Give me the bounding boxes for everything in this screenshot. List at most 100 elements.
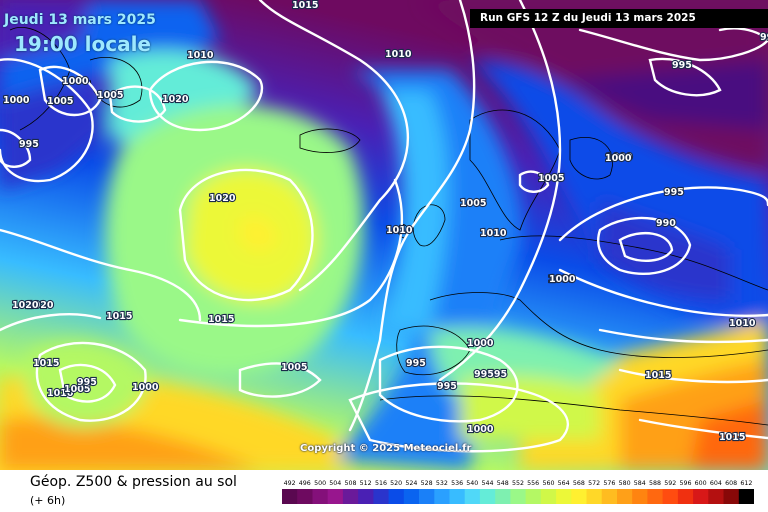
legend-color-swatch (540, 489, 557, 504)
isobar-label: 995 (664, 187, 684, 198)
isobar-label: 1015 (292, 0, 318, 11)
legend-color-swatch (677, 489, 694, 504)
isobar-label: 1000 (467, 424, 494, 435)
isobar-label: 1020 (209, 193, 236, 204)
isobar-label: 995 (19, 139, 39, 150)
legend-value-label: 568 (573, 480, 585, 487)
legend-value-label: 612 (740, 480, 752, 487)
isobar-label: 995 (672, 60, 692, 71)
legend-value-label: 608 (725, 480, 737, 487)
isobar-label: 995 (437, 381, 457, 392)
legend-color-swatch (358, 489, 374, 504)
legend-color-swatch (464, 489, 481, 504)
legend-color-swatch (419, 489, 435, 504)
legend-value-label: 508 (344, 480, 356, 487)
legend-color-swatch (693, 489, 709, 504)
isobar-label: 995 (77, 377, 97, 388)
isobar-label: 990 (760, 32, 768, 43)
legend-color-swatch (327, 489, 344, 504)
legend-value-label: 496 (299, 480, 311, 487)
legend-value-label: 560 (542, 480, 554, 487)
legend-value-label: 576 (603, 480, 615, 487)
legend-color-swatch (662, 489, 679, 504)
isobar-label: 99595 (474, 369, 507, 380)
legend-value-label: 548 (497, 480, 509, 487)
isobar-label: 1000 (549, 274, 576, 285)
isobar-label: 1020 (162, 94, 189, 105)
legend-color-swatch (510, 489, 527, 504)
legend-color-swatch (282, 489, 298, 504)
legend-value-label: 528 (421, 480, 433, 487)
legend-value-label: 536 (451, 480, 463, 487)
forecast-map: 1015 1010 1000 1005 1020 995 1010 1005 1000 1020 1… (0, 0, 768, 470)
legend-value-label: 556 (527, 480, 539, 487)
legend-value-label: 516 (375, 480, 387, 487)
isobar-label: 1000 (467, 338, 494, 349)
isobar-label: 1000 (606, 152, 633, 163)
legend-color-swatch (312, 489, 329, 504)
isobar-label: 1020 (27, 300, 54, 311)
legend-color-swatch (738, 489, 754, 504)
color-scale-legend: 492 496 500 504 508 512 516 520 524 528 532 536 540 5… (282, 480, 754, 504)
legend-value-label: 504 (329, 480, 341, 487)
isobar-label: 995 (406, 358, 426, 369)
legend-value-label: 604 (710, 480, 722, 487)
isobar-label: 1005 (281, 362, 307, 373)
isobar-label: 1005 (460, 198, 486, 209)
isobar-label: 1010 (729, 318, 756, 329)
legend-value-label: 532 (436, 480, 448, 487)
legend-color-swatch (434, 489, 450, 504)
legend-value-label: 500 (314, 480, 326, 487)
legend-value-label: 524 (405, 480, 417, 487)
legend-value-label: 596 (679, 480, 691, 487)
legend-color-swatch (617, 489, 633, 504)
legend-color-swatch (571, 489, 587, 504)
copyright-text: Copyright © 2025 Meteociel.fr (300, 443, 472, 454)
legend-value-label: 552 (512, 480, 524, 487)
legend-color-swatch (449, 489, 466, 504)
legend-value-label: 520 (390, 480, 402, 487)
legend-color-swatch (647, 489, 664, 504)
legend-value-label: 492 (284, 480, 296, 487)
isobar-label: 990 (656, 218, 676, 229)
legend-value-label: 572 (588, 480, 600, 487)
legend-color-swatch (373, 489, 390, 504)
forecast-time: 19:00 locale (14, 32, 151, 56)
isobar-label: 1015 (645, 370, 671, 381)
legend-color-swatch (495, 489, 511, 504)
forecast-lead-time: (+ 6h) (30, 494, 66, 507)
legend-color-swatch (342, 489, 359, 504)
legend-value-label: 544 (481, 480, 493, 487)
isobar-label: 1010 (386, 225, 413, 236)
model-run-label: Run GFS 12 Z du Jeudi 13 mars 2025 (470, 9, 768, 28)
map-title: Géop. Z500 & pression au sol (30, 474, 237, 490)
isobar-label: 1000 (3, 95, 30, 106)
legend-value-label: 584 (634, 480, 646, 487)
legend-color-swatch (586, 489, 603, 504)
isobar-label: 1005 (97, 90, 123, 101)
legend-value-label: 592 (664, 480, 676, 487)
legend-value-label: 564 (558, 480, 570, 487)
legend-color-swatch (556, 489, 572, 504)
legend-color-swatch (601, 489, 618, 504)
legend-color-swatch (403, 489, 420, 504)
isobar-label: 1010 (480, 228, 507, 239)
legend-value-label: 540 (466, 480, 478, 487)
legend-value-label: 588 (649, 480, 661, 487)
legend-color-swatch (525, 489, 542, 504)
legend-value-label: 512 (360, 480, 372, 487)
isobar-label: 1005 (538, 173, 564, 184)
isobar-label: 1000 (605, 153, 632, 164)
isobar-label: 1010 (47, 388, 74, 399)
legend-color-swatch (632, 489, 648, 504)
isobar-label: 1005 (47, 96, 73, 107)
legend-value-label: 580 (619, 480, 631, 487)
isobar-label: 1010 (187, 50, 214, 61)
isobar-label: 1015 (33, 358, 59, 369)
isobar-label: 1010 (385, 49, 412, 60)
legend-color-swatch (723, 489, 740, 504)
isobar-label: 1000 (548, 274, 575, 285)
legend-color-swatch (708, 489, 724, 504)
forecast-date: Jeudi 13 mars 2025 (4, 12, 156, 28)
